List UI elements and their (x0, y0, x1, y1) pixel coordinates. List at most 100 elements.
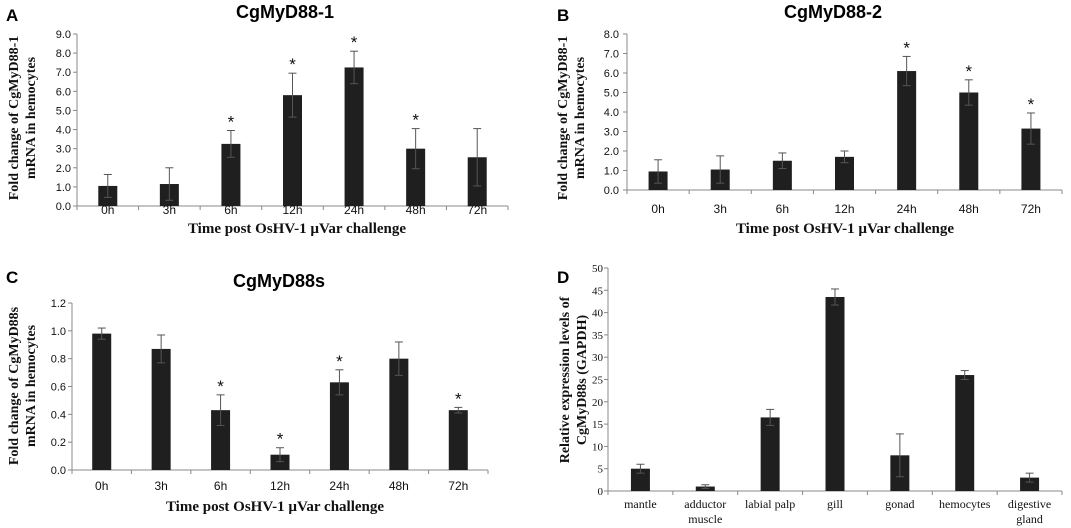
y-axis-label-a-line1: Fold change of CgMyD88-1 (7, 36, 22, 201)
x-category-label: muscle (688, 512, 722, 526)
bar (835, 156, 854, 190)
y-tick-label: 0.0 (51, 465, 66, 477)
significance-star: * (277, 430, 284, 449)
y-tick-label: 8.0 (56, 48, 71, 60)
x-category-label: adductor (684, 497, 726, 511)
y-tick-label: 1.0 (56, 182, 71, 194)
bar (448, 410, 468, 470)
chart-title-b: CgMyD88-2 (784, 2, 882, 22)
chart-panel-d: D Relative expression levels of CgMyD88s… (557, 263, 1063, 526)
bar (406, 148, 426, 206)
significance-star: * (1028, 95, 1035, 114)
x-category-label: digestive (1008, 497, 1051, 511)
y-tick-label: 0.0 (604, 185, 619, 197)
y-tick-label: 7.0 (604, 49, 619, 61)
y-tick-label: 3.0 (604, 127, 619, 139)
bar (389, 358, 409, 470)
bar (760, 417, 780, 491)
x-axis-label-b: Time post OsHV-1 µVar challenge (736, 221, 954, 237)
x-category-label: 3h (714, 202, 727, 216)
y-tick-label: 6.0 (56, 86, 71, 98)
y-tick-label: 0.6 (51, 382, 66, 394)
y-tick-label: 0.4 (51, 409, 66, 421)
y-tick-label: 1.0 (604, 166, 619, 178)
bar (825, 296, 845, 491)
panel-letter-c: C (6, 268, 18, 287)
panel-letter-d: D (557, 268, 569, 287)
y-tick-label: 1.0 (51, 326, 66, 338)
x-category-label: 12h (834, 202, 854, 216)
x-category-label: mantle (624, 497, 657, 511)
x-category-label: 0h (101, 203, 114, 217)
significance-star: * (903, 38, 910, 57)
significance-star: * (289, 55, 296, 74)
chart-title-c: CgMyD88s (233, 271, 325, 291)
y-tick-label: 45 (592, 285, 604, 297)
x-category-label: 3h (163, 203, 176, 217)
y-tick-label: 1.2 (51, 298, 66, 310)
significance-star: * (336, 352, 343, 371)
bar (955, 375, 975, 491)
significance-star: * (455, 389, 462, 408)
x-axis-label-c: Time post OsHV-1 µVar challenge (166, 499, 384, 515)
significance-star: * (965, 62, 972, 81)
x-category-label: labial palp (745, 497, 795, 511)
y-tick-label: 2.0 (56, 163, 71, 175)
y-axis-label-c-line1: Fold change of CgMyD88s (7, 306, 22, 465)
y-tick-label: 5.0 (56, 105, 71, 117)
x-category-label: gland (1016, 512, 1043, 526)
y-tick-label: 7.0 (56, 67, 71, 79)
bar (1021, 128, 1041, 190)
bar (344, 67, 364, 206)
y-axis-label-d-line2: CgMyD88s (GAPDH) (575, 315, 590, 446)
y-tick-label: 15 (592, 419, 604, 431)
bar (221, 143, 241, 206)
y-tick-label: 4.0 (56, 125, 71, 137)
chart-panel-b: B CgMyD88-2 Fold change of CgMyD88-1 mRN… (556, 2, 1063, 237)
x-axis-label-a: Time post OsHV-1 µVar challenge (188, 221, 406, 237)
bar (151, 348, 171, 470)
y-tick-label: 40 (592, 308, 604, 320)
y-axis-label-c-line2: mRNA in hemocytes (24, 324, 39, 447)
x-category-label: 24h (329, 479, 349, 493)
panel-letter-a: A (6, 6, 18, 25)
y-tick-label: 10 (592, 441, 604, 453)
x-category-label: 6h (776, 202, 789, 216)
y-tick-label: 0.2 (51, 437, 66, 449)
y-tick-label: 25 (592, 375, 604, 387)
x-category-label: 6h (214, 479, 227, 493)
x-category-label: 48h (406, 203, 426, 217)
y-tick-label: 8.0 (604, 29, 619, 41)
significance-star: * (412, 111, 419, 130)
x-category-label: 6h (224, 203, 237, 217)
y-axis-label-d-line1: Relative expression levels of (558, 296, 573, 463)
y-tick-label: 5 (598, 464, 604, 476)
y-tick-label: 3.0 (56, 144, 71, 156)
bar (92, 333, 112, 470)
y-tick-label: 6.0 (604, 68, 619, 80)
chart-panel-c: C CgMyD88s Fold change of CgMyD88s mRNA … (6, 268, 489, 515)
significance-star: * (217, 377, 224, 396)
bar (959, 92, 979, 190)
y-tick-label: 20 (592, 397, 604, 409)
y-tick-label: 5.0 (604, 88, 619, 100)
x-category-label: 12h (270, 479, 290, 493)
x-category-label: 72h (467, 203, 487, 217)
x-category-label: 72h (1021, 202, 1041, 216)
x-category-label: 48h (389, 479, 409, 493)
significance-star: * (351, 33, 358, 52)
significance-star: * (228, 113, 235, 132)
bar (630, 468, 650, 491)
bar (1020, 477, 1040, 491)
x-category-label: 24h (897, 202, 917, 216)
x-category-label: 12h (282, 203, 302, 217)
y-axis-label-a-line2: mRNA in hemocytes (24, 56, 39, 179)
y-tick-label: 9.0 (56, 29, 71, 41)
x-category-label: 72h (448, 479, 468, 493)
y-tick-label: 0 (598, 486, 604, 498)
y-axis-label-b-line2: mRNA in hemocytes (573, 56, 588, 179)
x-category-label: gonad (885, 497, 914, 511)
x-category-label: 0h (95, 479, 108, 493)
bar (270, 454, 290, 470)
